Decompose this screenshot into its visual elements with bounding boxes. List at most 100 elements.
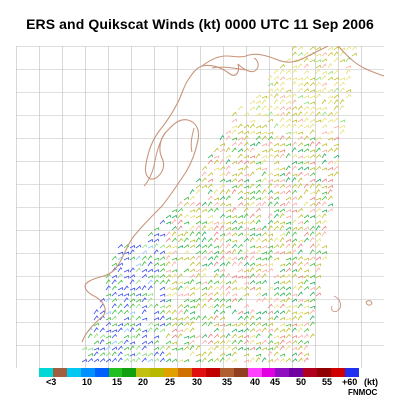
wind-barb — [165, 340, 172, 345]
wind-barb — [243, 178, 250, 183]
wind-barb — [231, 147, 237, 153]
wind-barb — [207, 305, 214, 309]
wind-barb — [279, 316, 286, 321]
colorbar-label: 30 — [192, 377, 203, 387]
wind-barb — [177, 293, 184, 297]
wind-barb — [273, 345, 279, 351]
wind-barb — [261, 149, 268, 153]
wind-barb — [297, 334, 304, 339]
wind-barb — [111, 333, 117, 339]
wind-barb — [141, 309, 147, 315]
wind-barb — [87, 358, 94, 363]
wind-barb — [135, 293, 142, 297]
wind-barb — [213, 207, 219, 213]
wind-barb — [273, 310, 280, 315]
wind-barb — [207, 226, 214, 231]
wind-barb — [129, 353, 136, 357]
wind-barb — [135, 244, 142, 249]
wind-barb — [105, 358, 112, 363]
wind-barb — [315, 292, 322, 297]
wind-barb — [309, 111, 315, 117]
wind-barb — [297, 281, 304, 285]
wind-barb — [207, 339, 214, 345]
wind-barb — [159, 299, 166, 303]
wind-barb — [321, 58, 328, 63]
wind-barb — [309, 137, 316, 141]
wind-barb — [297, 339, 303, 345]
wind-barb — [267, 249, 273, 255]
wind-barb — [291, 334, 298, 339]
wind-barb — [177, 322, 184, 327]
wind-barb — [219, 291, 225, 297]
wind-barb — [297, 57, 303, 63]
wind-barb — [111, 298, 118, 303]
wind-barb — [255, 131, 262, 135]
wind-barb — [183, 250, 190, 255]
wind-barb — [285, 143, 292, 147]
wind-barb — [285, 89, 292, 93]
wind-barb — [321, 52, 328, 57]
wind-barb — [327, 166, 334, 171]
wind-barb — [303, 328, 310, 333]
wind-barb — [291, 189, 297, 195]
wind-barb — [303, 172, 310, 177]
wind-barb — [231, 160, 238, 165]
wind-barb — [315, 207, 321, 213]
wind-barb — [237, 334, 244, 339]
wind-barb — [141, 357, 147, 363]
wind-barb — [267, 172, 274, 177]
wind-barb — [189, 244, 196, 249]
wind-barb — [267, 333, 273, 339]
wind-barb — [243, 255, 249, 261]
wind-barb — [255, 100, 262, 105]
wind-barb — [183, 358, 190, 363]
wind-barb — [237, 171, 243, 177]
wind-barb — [201, 244, 208, 249]
wind-barb — [237, 148, 244, 153]
wind-barb — [213, 155, 220, 159]
wind-barb — [315, 238, 322, 243]
wind-barb — [303, 188, 309, 195]
wind-barb — [333, 46, 340, 51]
wind-barb — [111, 309, 117, 315]
wind-barb — [111, 346, 118, 351]
wind-barb — [309, 95, 316, 99]
wind-barb — [147, 358, 154, 363]
wind-barb — [291, 298, 298, 303]
wind-barb — [321, 167, 328, 171]
wind-barb — [261, 279, 267, 285]
colorbar-label: 50 — [296, 377, 307, 387]
long-island-line — [211, 66, 247, 71]
wind-barb — [273, 292, 280, 297]
wind-barb — [237, 310, 244, 315]
wind-barb — [105, 335, 112, 339]
wind-barb — [333, 165, 339, 171]
wind-barb — [279, 335, 286, 339]
wind-barb — [207, 333, 213, 339]
wind-barb — [255, 263, 262, 267]
wind-barb — [207, 346, 214, 351]
wind-barb — [267, 111, 273, 117]
wind-barb — [285, 279, 291, 285]
wind-barb — [285, 262, 292, 267]
colorbar-segment — [344, 368, 359, 377]
wind-barb — [141, 284, 147, 291]
wind-barb — [303, 201, 309, 207]
wind-barb — [279, 167, 286, 171]
wind-barb — [291, 327, 297, 333]
wind-barb — [159, 357, 165, 363]
wind-barb — [249, 227, 256, 231]
wind-barb — [285, 345, 291, 351]
wind-barb — [195, 261, 201, 267]
wind-barb — [297, 267, 303, 273]
wind-barb — [171, 309, 177, 315]
wind-barb — [255, 328, 262, 333]
colorbar-segment — [275, 368, 290, 377]
wind-barb — [177, 225, 183, 231]
wind-barb — [231, 226, 238, 231]
colorbar-label: 20 — [138, 377, 149, 387]
wind-barb — [99, 334, 106, 339]
wind-barb — [117, 309, 123, 315]
wind-barb — [243, 237, 249, 243]
wind-barb — [189, 316, 196, 321]
